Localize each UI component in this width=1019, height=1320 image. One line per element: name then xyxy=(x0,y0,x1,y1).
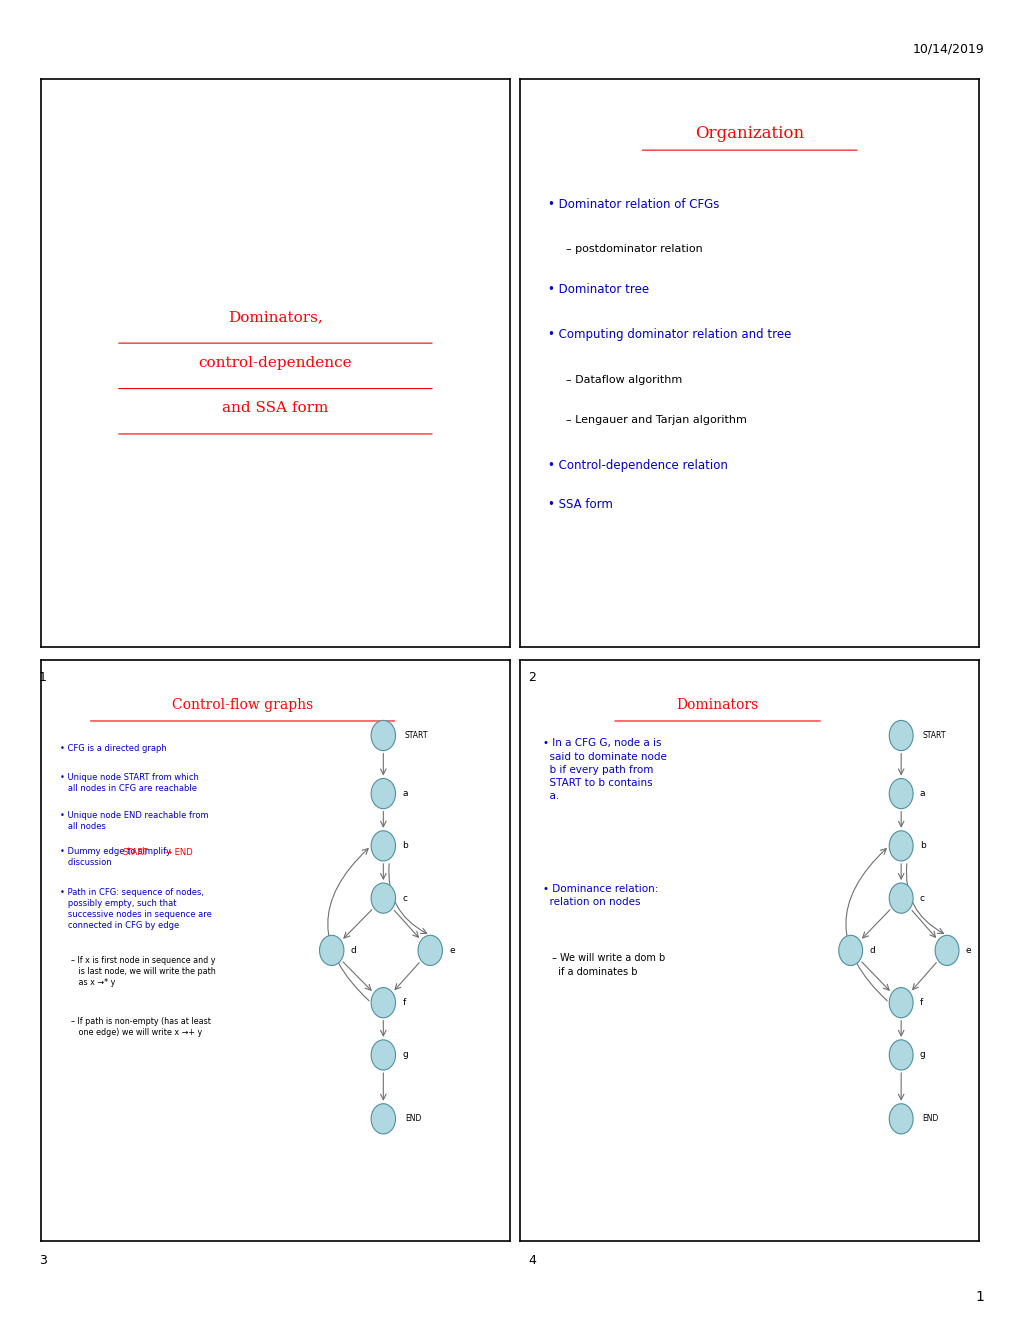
Circle shape xyxy=(418,936,442,965)
Circle shape xyxy=(889,779,912,809)
Text: a: a xyxy=(403,789,408,799)
Text: • In a CFG G, node a is
  said to dominate node
  b if every path from
  START t: • In a CFG G, node a is said to dominate… xyxy=(543,738,666,801)
Text: g: g xyxy=(403,1051,408,1060)
Text: control-dependence: control-dependence xyxy=(199,356,352,370)
Text: → END: → END xyxy=(165,849,193,857)
Text: – If path is non-empty (has at least
   one edge) we will write x →+ y: – If path is non-empty (has at least one… xyxy=(71,1018,211,1038)
Circle shape xyxy=(934,936,958,965)
Circle shape xyxy=(889,883,912,913)
Circle shape xyxy=(889,1104,912,1134)
Text: and SSA form: and SSA form xyxy=(222,401,328,416)
Text: • Control-dependence relation: • Control-dependence relation xyxy=(547,458,727,471)
Text: • Dominator relation of CFGs: • Dominator relation of CFGs xyxy=(547,198,718,211)
Text: e: e xyxy=(449,946,454,954)
Circle shape xyxy=(371,830,395,861)
Text: Organization: Organization xyxy=(695,124,803,141)
Circle shape xyxy=(889,830,912,861)
Text: • SSA form: • SSA form xyxy=(547,499,612,511)
Text: START: START xyxy=(405,731,428,741)
Text: 1: 1 xyxy=(39,671,47,684)
Text: f: f xyxy=(403,998,406,1007)
Circle shape xyxy=(371,987,395,1018)
Text: 2: 2 xyxy=(528,671,536,684)
Circle shape xyxy=(371,883,395,913)
Text: • Computing dominator relation and tree: • Computing dominator relation and tree xyxy=(547,329,791,341)
Text: f: f xyxy=(919,998,922,1007)
Text: d: d xyxy=(868,946,874,954)
Text: b: b xyxy=(919,841,925,850)
Text: Control-flow graphs: Control-flow graphs xyxy=(172,698,313,711)
Text: Dominators,: Dominators, xyxy=(228,310,322,325)
Text: 10/14/2019: 10/14/2019 xyxy=(912,42,983,55)
Text: – If x is first node in sequence and y
   is last node, we will write the path
 : – If x is first node in sequence and y i… xyxy=(71,956,216,987)
Text: – We will write a dom b
  if a dominates b: – We will write a dom b if a dominates b xyxy=(552,953,665,977)
Circle shape xyxy=(371,1040,395,1071)
Text: 1: 1 xyxy=(974,1290,983,1304)
Text: • Dominance relation:
  relation on nodes: • Dominance relation: relation on nodes xyxy=(543,883,658,907)
Text: • Dominator tree: • Dominator tree xyxy=(547,282,648,296)
Text: b: b xyxy=(403,841,408,850)
Text: – postdominator relation: – postdominator relation xyxy=(566,244,702,255)
Text: d: d xyxy=(351,946,357,954)
Text: g: g xyxy=(919,1051,925,1060)
Circle shape xyxy=(371,779,395,809)
Circle shape xyxy=(371,721,395,751)
Text: – Lengauer and Tarjan algorithm: – Lengauer and Tarjan algorithm xyxy=(566,414,746,425)
Circle shape xyxy=(371,1104,395,1134)
Text: e: e xyxy=(965,946,970,954)
Text: 3: 3 xyxy=(39,1254,47,1267)
Text: a: a xyxy=(919,789,924,799)
Text: • Dummy edge to simplify
   discussion: • Dummy edge to simplify discussion xyxy=(59,847,170,867)
Text: 4: 4 xyxy=(528,1254,536,1267)
Circle shape xyxy=(889,1040,912,1071)
Circle shape xyxy=(319,936,343,965)
Text: • Unique node START from which
   all nodes in CFG are reachable: • Unique node START from which all nodes… xyxy=(59,774,199,793)
Text: START: START xyxy=(123,849,149,857)
Text: – Dataflow algorithm: – Dataflow algorithm xyxy=(566,375,682,385)
Text: END: END xyxy=(405,1114,421,1123)
Text: Dominators: Dominators xyxy=(676,698,758,711)
Circle shape xyxy=(838,936,862,965)
Circle shape xyxy=(889,987,912,1018)
Text: • Unique node END reachable from
   all nodes: • Unique node END reachable from all nod… xyxy=(59,810,208,832)
Text: START: START xyxy=(921,731,945,741)
Text: c: c xyxy=(919,894,924,903)
Text: END: END xyxy=(921,1114,937,1123)
Text: • Path in CFG: sequence of nodes,
   possibly empty, such that
   successive nod: • Path in CFG: sequence of nodes, possib… xyxy=(59,887,211,931)
Text: • CFG is a directed graph: • CFG is a directed graph xyxy=(59,744,166,754)
Circle shape xyxy=(889,721,912,751)
Text: c: c xyxy=(403,894,408,903)
